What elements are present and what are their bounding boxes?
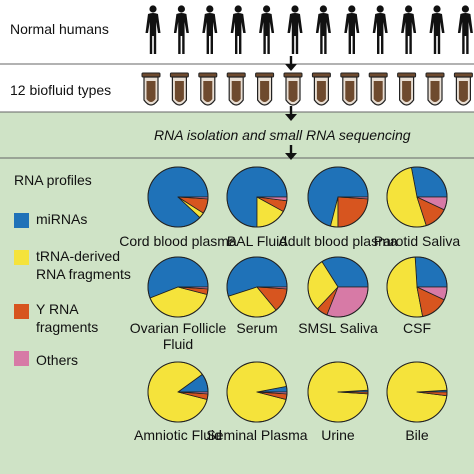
human-silhouette-icon: [230, 5, 246, 54]
human-silhouette-icon: [315, 5, 331, 54]
legend-label-mirna: miRNAs: [36, 211, 88, 227]
arrows: [285, 56, 297, 160]
pie-outline: [386, 166, 448, 228]
pie-chart: [386, 256, 448, 318]
test-tube-icon: [255, 72, 275, 106]
legend-swatch-trna: [14, 250, 29, 265]
human-silhouette-icon: [145, 5, 161, 54]
down-arrow-icon: [285, 106, 297, 121]
pie-outline: [307, 256, 369, 318]
test-tube-icon: [397, 72, 417, 106]
test-tube-icon: [311, 72, 331, 106]
human-silhouette-icon: [457, 5, 473, 54]
pie-chart: [226, 361, 288, 423]
humans-row-label: Normal humans: [10, 21, 109, 37]
human-silhouette-icon: [287, 5, 303, 54]
pie-label: Parotid Saliva: [373, 233, 461, 249]
legend-swatches: [14, 213, 29, 366]
step-label: RNA isolation and small RNA sequencing: [154, 127, 411, 143]
biofluid-row-label: 12 biofluid types: [10, 82, 112, 98]
pie-chart: [307, 166, 369, 228]
human-silhouette-icon: [202, 5, 218, 54]
pie-outline: [307, 166, 369, 228]
legend-label-other: Others: [36, 352, 79, 368]
legend-label-yrna: Y RNA fragments: [36, 301, 99, 335]
pie-chart: [386, 361, 448, 423]
pie-outline: [226, 361, 288, 423]
profiles-label: RNA profiles: [14, 172, 92, 188]
pie-chart: [386, 166, 448, 228]
human-silhouette-icon: [401, 5, 417, 54]
test-tube-icon: [368, 72, 388, 106]
pie-outline: [386, 361, 448, 423]
tubes-row: [141, 72, 473, 106]
humans-row: [145, 5, 473, 54]
pie-chart: [226, 166, 288, 228]
pie-label: Urine: [321, 427, 355, 443]
pie-outline: [307, 361, 369, 423]
pie-chart: [226, 256, 288, 318]
down-arrow-icon: [285, 56, 297, 71]
test-tube-icon: [453, 72, 473, 106]
pie-outline: [147, 256, 209, 318]
human-silhouette-icon: [344, 5, 360, 54]
test-tube-icon: [340, 72, 360, 106]
pie-label: Adult blood plasma: [278, 233, 398, 249]
test-tube-icon: [283, 72, 303, 106]
human-silhouette-icon: [173, 5, 189, 54]
pie-outline: [226, 256, 288, 318]
legend-swatch-mirna: [14, 213, 29, 228]
human-silhouette-icon: [259, 5, 275, 54]
test-tube-icon: [226, 72, 246, 106]
pie-label: BAL Fluid: [226, 233, 288, 249]
pie-chart: [147, 256, 209, 318]
pie-label: SMSL Saliva: [298, 320, 378, 336]
pie-chart: [307, 361, 369, 423]
pie-outline: [147, 361, 209, 423]
pie-label: Cord blood plasma: [119, 233, 237, 249]
pie-outline: [147, 166, 209, 228]
pie-outline: [386, 256, 448, 318]
test-tube-icon: [141, 72, 161, 106]
legend-swatch-other: [14, 351, 29, 366]
pie-label: Amniotic Fluid: [134, 427, 222, 443]
pie-chart: [147, 361, 209, 423]
pie-outline: [226, 166, 288, 228]
human-silhouette-icon: [429, 5, 445, 54]
pie-grid: [147, 166, 448, 423]
pie-label: CSF: [403, 320, 431, 336]
pie-label: Ovarian Follicle Fluid: [129, 320, 227, 352]
pie-chart: [147, 166, 209, 228]
test-tube-icon: [425, 72, 445, 106]
legend-swatch-yrna: [14, 304, 29, 319]
pie-chart: [307, 256, 369, 318]
pie-label: Seminal Plasma: [206, 427, 308, 443]
legend-label-trna: tRNA-derived RNA fragments: [36, 248, 131, 282]
test-tube-icon: [169, 72, 189, 106]
human-silhouette-icon: [372, 5, 388, 54]
down-arrow-icon: [285, 145, 297, 160]
test-tube-icon: [198, 72, 218, 106]
pie-label: Bile: [405, 427, 429, 443]
pie-label: Serum: [236, 320, 278, 336]
